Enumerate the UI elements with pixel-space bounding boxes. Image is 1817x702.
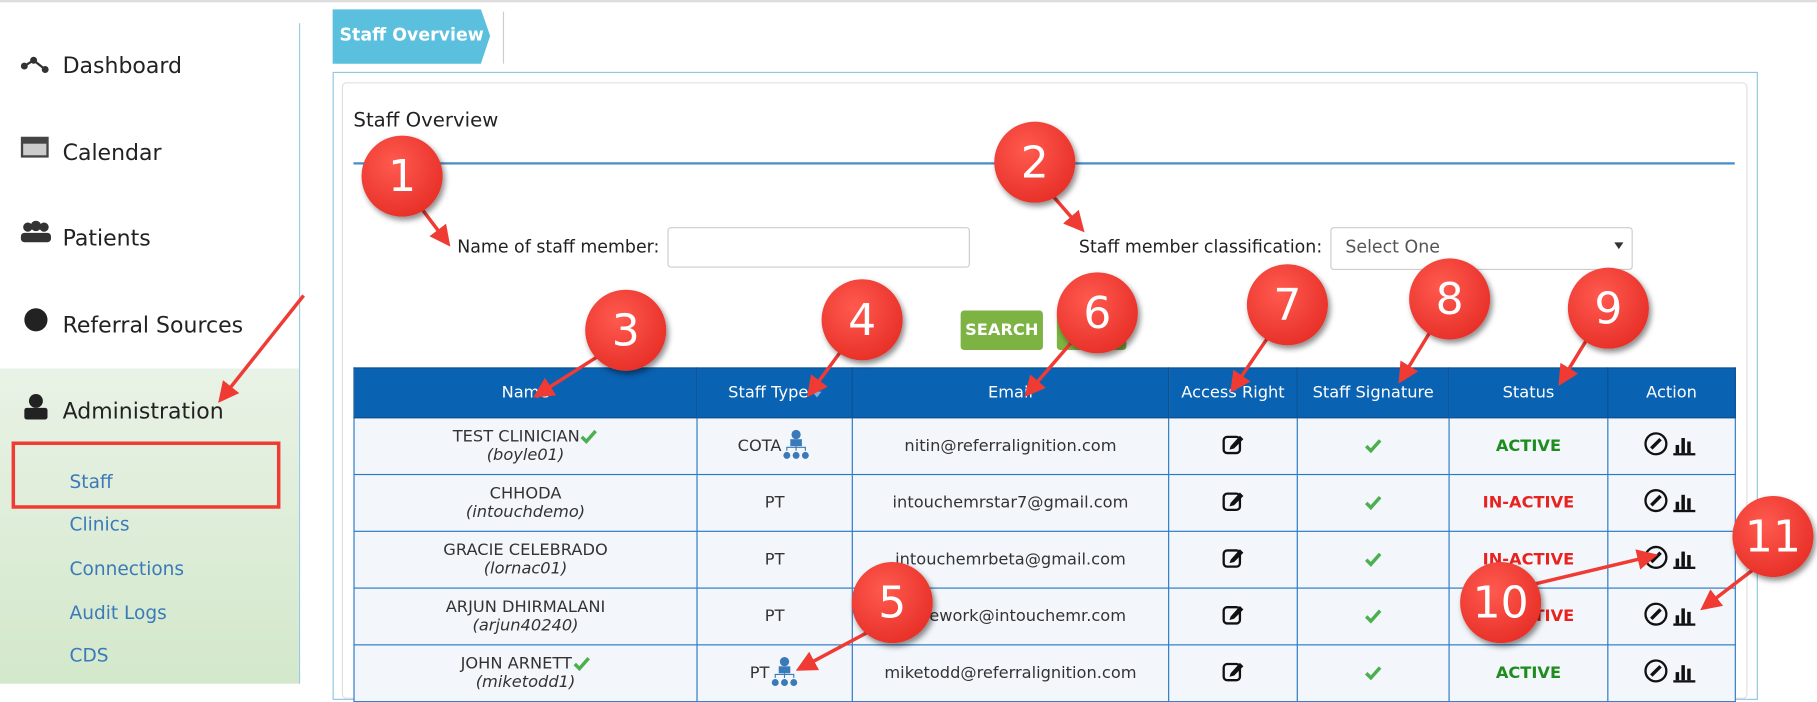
- nav-subitem[interactable]: CDS: [69, 644, 109, 667]
- name-cell: CHHODA (intouchdemo): [353, 473, 698, 532]
- callout: 9: [1567, 267, 1649, 349]
- callout: 8: [1409, 258, 1491, 340]
- callout: 6: [1056, 272, 1138, 354]
- table-row: GRACIE CELEBRADO (lornac01) PT intouchemrbe…: [353, 530, 1736, 589]
- action-cell[interactable]: [1607, 530, 1736, 589]
- staff-username: (intouchdemo): [465, 502, 586, 522]
- select-placeholder: Select One: [1345, 236, 1440, 258]
- signature-cell: [1296, 530, 1450, 589]
- top-rule: [0, 0, 1817, 3]
- callout: 11: [1732, 495, 1814, 578]
- staff-type: PT: [749, 663, 770, 683]
- staff-name[interactable]: GRACIE CELEBRADO: [443, 541, 608, 560]
- name-cell: ARJUN DHIRMALANI (arjun40240): [353, 587, 698, 646]
- staff-username: (arjun40240): [472, 616, 579, 636]
- callout: 7: [1246, 264, 1328, 346]
- breadcrumb[interactable]: Staff Overview: [339, 24, 484, 46]
- status-cell: ACTIVE: [1448, 417, 1609, 476]
- type-cell: PT: [696, 473, 853, 532]
- name-input[interactable]: [667, 227, 970, 268]
- callout: 4: [821, 279, 903, 361]
- table-row: TEST CLINICIAN (boyle01) COTA nitin@referra…: [353, 417, 1736, 476]
- staff-email: nitin@referralignition.com: [904, 436, 1117, 456]
- staff-email: intouchemrstar7@gmail.com: [892, 493, 1129, 513]
- access-cell[interactable]: [1168, 473, 1298, 532]
- search-button[interactable]: SEARCH: [960, 310, 1043, 350]
- action-cell[interactable]: [1607, 473, 1736, 532]
- column-header: Email: [851, 367, 1170, 419]
- classification-label: Staff member classification:: [1078, 236, 1323, 258]
- staff-name[interactable]: TEST CLINICIAN: [452, 427, 580, 447]
- access-cell[interactable]: [1168, 417, 1298, 476]
- staff-status: IN-ACTIVE: [1482, 493, 1575, 513]
- staff-username: (lornac01): [483, 559, 568, 579]
- nav-subitem[interactable]: Connections: [69, 557, 185, 580]
- nav-item[interactable]: Referral Sources: [62, 312, 244, 339]
- signature-cell: [1296, 587, 1450, 646]
- callout: 2: [994, 121, 1076, 203]
- panel-title: Staff Overview: [353, 108, 499, 133]
- staff-username: (boyle01): [486, 446, 565, 465]
- staff-type: PT: [764, 493, 785, 513]
- staff-email: boylework@intouchemr.com: [894, 607, 1127, 626]
- nav-subitem[interactable]: Audit Logs: [69, 601, 167, 624]
- nav-subitem[interactable]: Clinics: [69, 513, 130, 536]
- staff-status: ACTIVE: [1495, 663, 1562, 683]
- action-cell[interactable]: [1607, 417, 1736, 476]
- staff-type: PT: [764, 550, 785, 569]
- staff-type: COTA: [737, 436, 782, 456]
- nav-item[interactable]: Administration: [62, 398, 224, 425]
- callout: 3: [585, 289, 667, 371]
- staff-name[interactable]: ARJUN DHIRMALANI: [445, 597, 606, 617]
- type-cell: PT: [696, 587, 853, 646]
- name-cell: TEST CLINICIAN (boyle01): [353, 417, 698, 476]
- type-cell: COTA: [696, 417, 853, 476]
- column-header: Staff Signature: [1296, 367, 1450, 419]
- nav-subitem[interactable]: Staff: [69, 470, 113, 493]
- callout: 5: [851, 562, 933, 644]
- name-label: Name of staff member:: [457, 236, 660, 258]
- classification-select[interactable]: [1330, 227, 1633, 271]
- name-cell: GRACIE CELEBRADO (lornac01): [353, 530, 698, 589]
- breadcrumb-shape: [332, 9, 491, 64]
- highlight-box: [11, 441, 281, 509]
- staff-name[interactable]: CHHODA: [489, 484, 562, 503]
- column-header: Action: [1607, 367, 1736, 419]
- status-cell: IN-ACTIVE: [1448, 473, 1609, 532]
- callout: 10: [1460, 562, 1542, 644]
- staff-email: miketodd@referralignition.com: [884, 663, 1137, 683]
- email-cell: intouchemrstar7@gmail.com: [851, 473, 1170, 532]
- nav-item[interactable]: Calendar: [62, 140, 162, 166]
- email-cell: nitin@referralignition.com: [851, 417, 1170, 476]
- nav-item[interactable]: Dashboard: [62, 53, 183, 79]
- email-cell: intouchemrbeta@gmail.com: [851, 530, 1170, 589]
- table-row: CHHODA (intouchdemo) PT intouchemrstar7@gma…: [353, 473, 1736, 532]
- staff-email: intouchemrbeta@gmail.com: [895, 550, 1126, 569]
- staff-type: PT: [764, 607, 785, 626]
- sidebar-icons: [20, 56, 51, 420]
- staff-name[interactable]: JOHN ARNETT: [460, 654, 572, 674]
- nav-item[interactable]: Patients: [62, 225, 151, 252]
- sidebar: [0, 23, 301, 684]
- admin-section: [0, 368, 299, 684]
- signature-cell: [1296, 473, 1450, 532]
- access-cell[interactable]: [1168, 587, 1298, 646]
- callout: 1: [361, 135, 443, 217]
- divider: [502, 11, 505, 64]
- select-caret: [1614, 242, 1624, 250]
- arrows: [218, 190, 1757, 671]
- type-cell: PT: [696, 530, 853, 589]
- staff-status: ACTIVE: [1495, 436, 1562, 456]
- column-header: Name: [353, 367, 698, 419]
